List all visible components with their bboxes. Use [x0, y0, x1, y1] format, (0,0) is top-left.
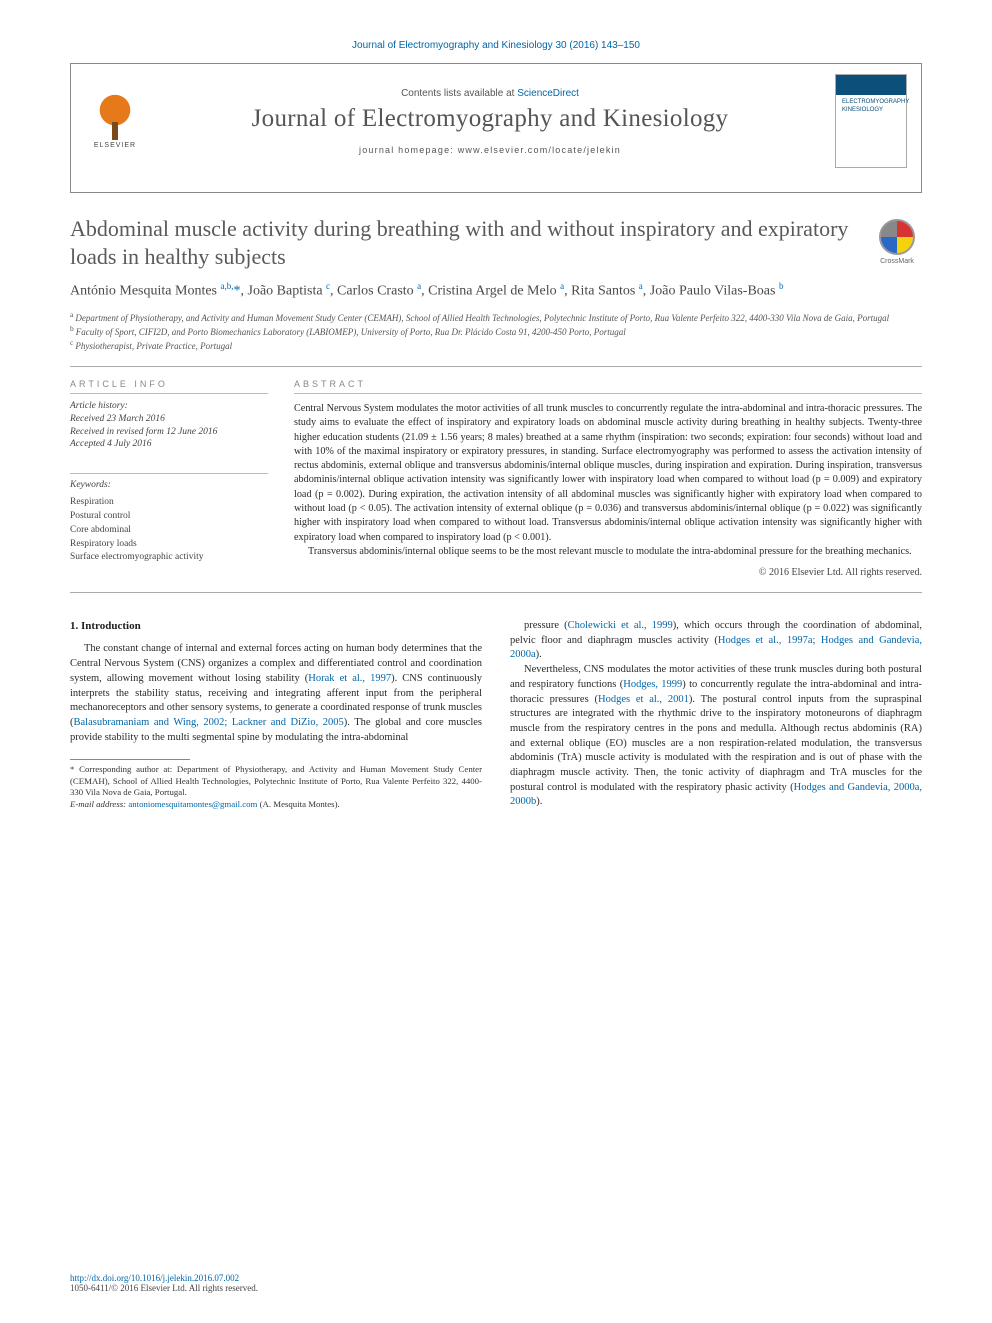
homepage-url[interactable]: www.elsevier.com/locate/jelekin: [458, 145, 621, 155]
citation-header: Journal of Electromyography and Kinesiol…: [70, 40, 922, 51]
email-footnote: E-mail address: antoniomesquitamontes@gm…: [70, 799, 482, 810]
keywords-list: RespirationPostural controlCore abdomina…: [70, 496, 268, 565]
article-title: Abdominal muscle activity during breathi…: [70, 215, 854, 270]
footnote-rule: [70, 759, 190, 760]
journal-cover-thumb[interactable]: [835, 74, 907, 168]
affiliations: aDepartment of Physiotherapy, and Activi…: [70, 310, 922, 352]
elsevier-word: ELSEVIER: [94, 142, 136, 149]
ref-hodges-1999[interactable]: Hodges, 1999: [623, 679, 682, 690]
elsevier-tree-icon: [92, 94, 138, 140]
history-revised: Received in revised form 12 June 2016: [70, 426, 268, 439]
abstract-copyright: © 2016 Elsevier Ltd. All rights reserved…: [294, 567, 922, 578]
abstract-text: Central Nervous System modulates the mot…: [294, 402, 922, 559]
journal-homepage-line: journal homepage: www.elsevier.com/locat…: [155, 145, 825, 155]
elsevier-logo[interactable]: ELSEVIER: [85, 86, 145, 156]
abstract-head: ABSTRACT: [294, 379, 922, 394]
corresponding-email-link[interactable]: antoniomesquitamontes@gmail.com: [128, 799, 257, 809]
history-received: Received 23 March 2016: [70, 413, 268, 426]
ref-balasubramaniam-lackner[interactable]: Balasubramaniam and Wing, 2002; Lackner …: [74, 717, 344, 728]
section-1-head: 1. Introduction: [70, 619, 482, 634]
ref-hodges-2001[interactable]: Hodges et al., 2001: [598, 694, 689, 705]
homepage-prefix: journal homepage:: [359, 145, 458, 155]
contents-prefix: Contents lists available at: [401, 88, 517, 99]
affiliation-c: cPhysiotherapist, Private Practice, Port…: [70, 338, 922, 352]
body-p2: pressure (Cholewicki et al., 1999), whic…: [510, 619, 922, 663]
crossmark-label: CrossMark: [880, 258, 914, 265]
journal-name: Journal of Electromyography and Kinesiol…: [155, 105, 825, 133]
ref-horak-1997[interactable]: Horak et al., 1997: [308, 673, 391, 684]
body-p3: Nevertheless, CNS modulates the motor ac…: [510, 663, 922, 810]
affiliation-a: aDepartment of Physiotherapy, and Activi…: [70, 310, 922, 324]
affiliation-b: bFaculty of Sport, CIFI2D, and Porto Bio…: [70, 324, 922, 338]
footer: http://dx.doi.org/10.1016/j.jelekin.2016…: [70, 1273, 922, 1293]
footnotes: * Corresponding author at: Department of…: [70, 764, 482, 810]
body-p1: The constant change of internal and exte…: [70, 642, 482, 745]
doi-link[interactable]: http://dx.doi.org/10.1016/j.jelekin.2016…: [70, 1273, 239, 1283]
body-columns: 1. Introduction The constant change of i…: [70, 619, 922, 810]
corresponding-author-footnote: * Corresponding author at: Department of…: [70, 764, 482, 798]
journal-header-block: ELSEVIER Contents lists available at Sci…: [70, 63, 922, 193]
contents-lists-line: Contents lists available at ScienceDirec…: [155, 88, 825, 99]
keywords-head: Keywords:: [70, 473, 268, 490]
article-info-head: ARTICLE INFO: [70, 379, 268, 394]
crossmark-icon: [879, 219, 915, 255]
authors-list: António Mesquita Montes a,b,*, João Bapt…: [70, 280, 922, 302]
sciencedirect-link[interactable]: ScienceDirect: [517, 88, 579, 99]
crossmark-badge[interactable]: CrossMark: [872, 219, 922, 265]
issn-copyright: 1050-6411/© 2016 Elsevier Ltd. All right…: [70, 1283, 258, 1293]
ref-cholewicki-1999[interactable]: Cholewicki et al., 1999: [568, 620, 673, 631]
history-accepted: Accepted 4 July 2016: [70, 438, 268, 451]
history-head: Article history:: [70, 400, 268, 413]
article-history: Article history: Received 23 March 2016 …: [70, 400, 268, 451]
